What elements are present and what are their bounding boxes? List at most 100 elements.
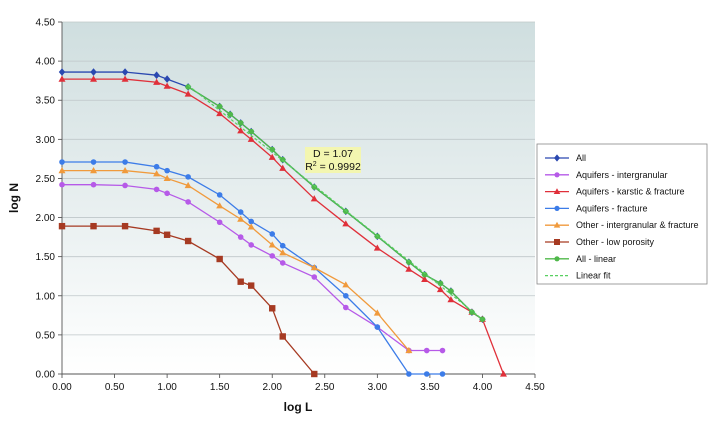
data-point <box>90 75 98 82</box>
data-point <box>373 244 381 251</box>
data-point <box>164 167 170 174</box>
data-point <box>237 278 244 285</box>
x-tick-label: 0.00 <box>52 382 72 393</box>
series-aquifers-karstic-fracture <box>58 75 507 377</box>
legend-box <box>536 143 708 285</box>
annotation-r2-number: = 0.9992 <box>317 161 361 173</box>
data-point <box>122 159 128 165</box>
legend-item-aquifers-intergranular: Aquifers - intergranular <box>545 170 668 180</box>
legend-label: Aquifers - karstic & fracture <box>576 187 685 197</box>
y-tick-label: 2.00 <box>36 213 56 224</box>
annotation-r2-superscript: 2 <box>313 161 317 168</box>
y-tick-label: 4.00 <box>36 57 56 68</box>
annotation-box <box>305 147 361 173</box>
x-axis-title: log L <box>284 400 313 414</box>
data-point <box>343 292 349 299</box>
data-point <box>184 90 192 97</box>
legend-item-all: All <box>545 153 586 163</box>
data-point <box>163 82 171 89</box>
x-tick-label: 4.00 <box>473 382 493 393</box>
data-point <box>342 281 350 288</box>
series-line <box>187 86 483 320</box>
data-point <box>121 75 129 82</box>
series-group <box>58 68 507 378</box>
annotation: D = 1.07 R2 = 0.9992 <box>305 147 361 173</box>
data-point <box>90 68 97 76</box>
data-point <box>423 371 430 377</box>
annotation-d-value: D = 1.07 <box>313 148 353 160</box>
legend-marker <box>553 188 561 194</box>
data-point <box>58 68 66 76</box>
x-tick-label: 3.00 <box>368 382 388 393</box>
data-point <box>163 174 171 182</box>
y-tick-label: 4.50 <box>36 18 56 29</box>
legend-item-all-linear: All - linear <box>545 254 616 264</box>
data-point <box>279 260 286 266</box>
data-point <box>121 167 129 174</box>
legend-item-other-low-porosity: Other - low porosity <box>545 237 655 247</box>
data-point <box>58 167 66 174</box>
legend: All Aquifers - intergranular Aquifers - ka… <box>536 143 708 285</box>
legend-marker <box>554 239 560 245</box>
data-point <box>90 181 97 188</box>
legend-label: Other - intergranular & fracture <box>576 220 699 230</box>
y-tick-label: 0.00 <box>36 370 56 381</box>
legend-item-other-intergranular-fracture: Other - intergranular & fracture <box>545 220 699 230</box>
data-point <box>269 231 276 237</box>
data-point <box>237 127 245 134</box>
data-point <box>310 264 318 271</box>
legend-label: All <box>576 153 586 163</box>
data-point <box>279 242 286 249</box>
series-aquifers-intergranular <box>59 181 446 354</box>
data-point <box>248 128 254 135</box>
data-point <box>59 159 65 165</box>
data-point <box>185 174 191 180</box>
data-point <box>164 190 170 197</box>
data-point <box>448 288 454 294</box>
data-point <box>405 265 413 272</box>
annotation-r2-prefix: R <box>305 161 313 173</box>
data-point <box>268 153 276 160</box>
data-point <box>121 222 129 230</box>
data-point <box>184 181 192 189</box>
legend-label: Aquifers - fracture <box>576 203 648 213</box>
series-aquifers-fracture <box>59 159 446 377</box>
data-point <box>237 209 244 215</box>
data-point <box>439 371 446 377</box>
data-point <box>279 333 286 340</box>
data-point <box>374 324 381 330</box>
grid-lines <box>62 21 535 336</box>
y-tick-label: 3.00 <box>36 135 56 146</box>
legend-marker <box>554 172 560 178</box>
y-axis-title: log N <box>7 183 21 213</box>
data-point <box>227 111 233 118</box>
legend-label: Aquifers - intergranular <box>576 170 668 180</box>
legend-marker <box>553 221 561 228</box>
data-point <box>153 186 160 193</box>
legend-label: Linear fit <box>576 271 611 281</box>
data-point <box>247 223 255 230</box>
data-point <box>405 346 413 354</box>
axes: 0.00 0.50 1.00 1.50 2.00 2.50 3.00 3.50 4.00 4.50… <box>36 18 546 394</box>
data-point <box>163 231 171 238</box>
y-tick-label: 3.50 <box>36 96 56 107</box>
y-tick-label: 0.50 <box>36 330 56 341</box>
data-point <box>237 234 244 240</box>
data-point <box>216 103 223 110</box>
data-point <box>90 222 97 230</box>
data-point <box>121 68 129 76</box>
data-point <box>406 371 412 377</box>
data-point <box>58 222 66 230</box>
x-tick-label: 3.50 <box>420 382 440 393</box>
series-line <box>62 225 315 375</box>
data-point <box>216 219 223 226</box>
x-tick-label: 4.50 <box>525 382 545 393</box>
legend-marker <box>554 154 560 162</box>
data-point <box>269 305 276 312</box>
legend-marker <box>554 205 560 211</box>
y-tick-label: 2.50 <box>36 174 56 185</box>
data-point <box>343 304 349 311</box>
legend-label: All - linear <box>576 254 616 264</box>
data-point <box>185 199 191 205</box>
